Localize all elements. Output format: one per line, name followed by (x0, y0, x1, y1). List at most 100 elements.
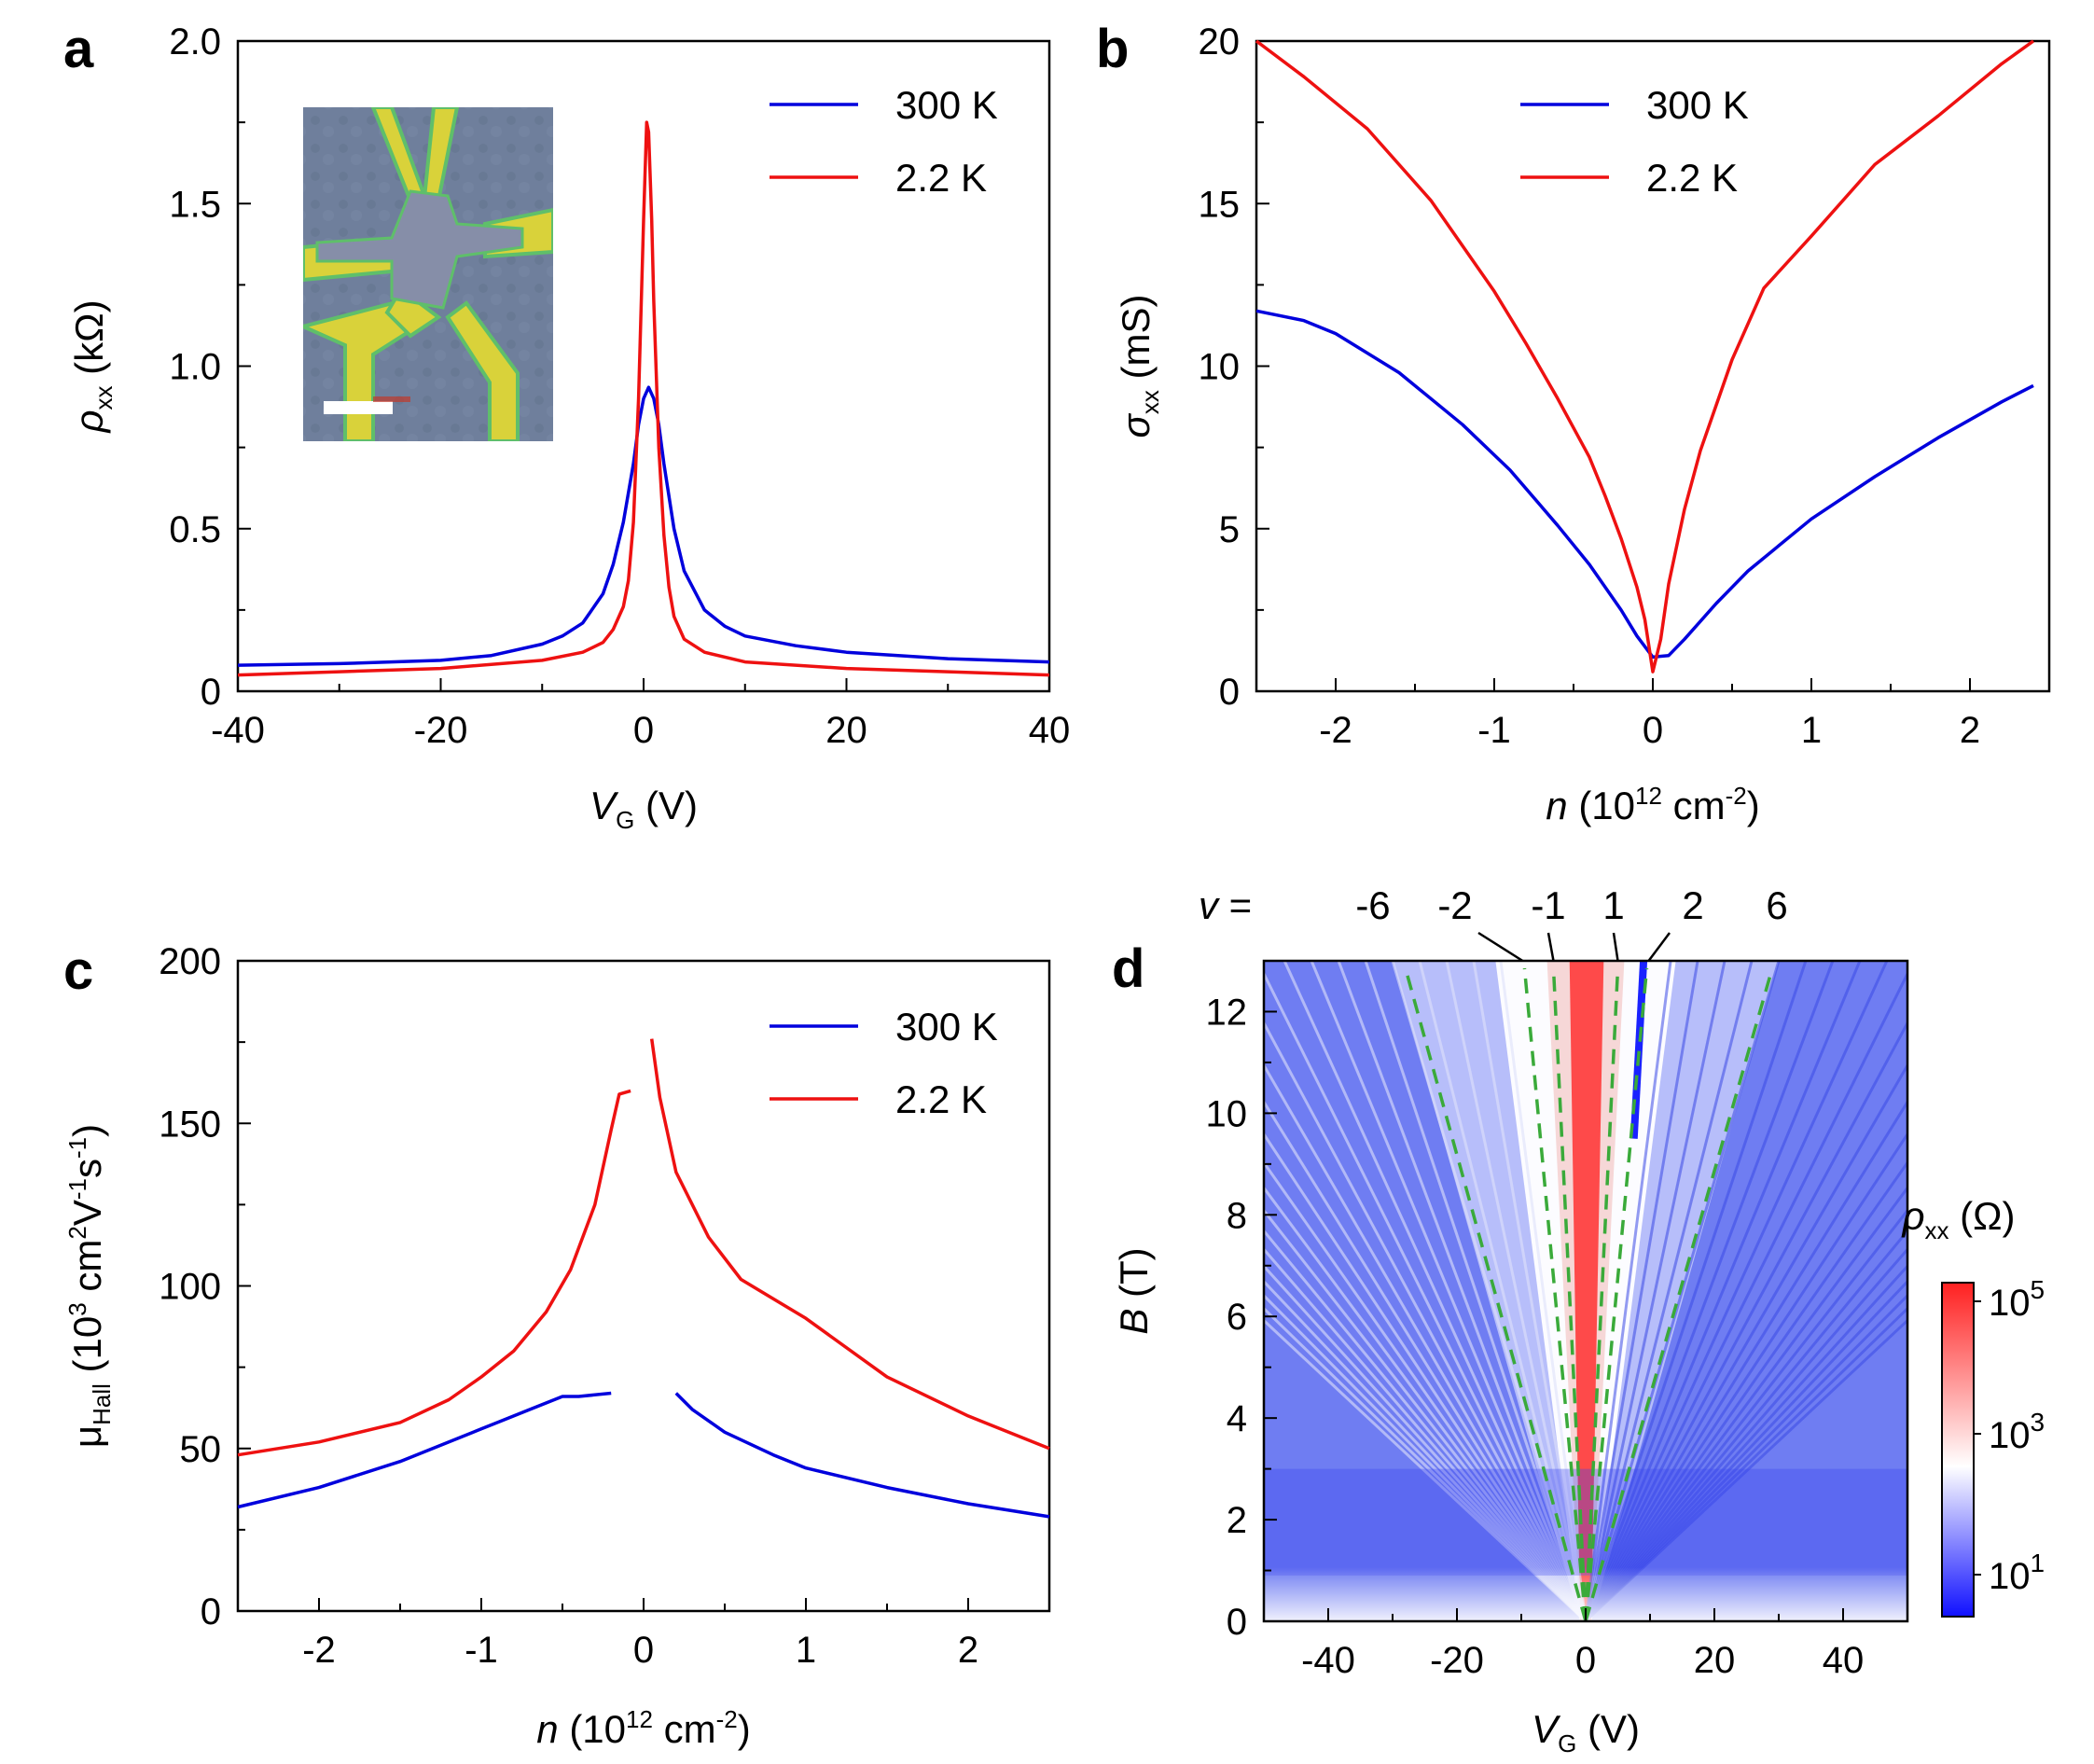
landau-level-line (1584, 1099, 1907, 1621)
series-line-2.2k (1255, 39, 2035, 674)
landau-level-line (1584, 961, 1699, 1621)
colorbar-tick-label: 105 (1989, 1275, 2045, 1324)
heatmap-wedge-red (1569, 961, 1604, 1621)
landau-level-line (1472, 961, 1588, 1621)
x-tick-label: -2 (1319, 710, 1352, 751)
x-tick-label: -40 (1301, 1640, 1355, 1681)
y-axis-label: B (T) (1112, 1247, 1156, 1334)
series-line-300k (237, 1391, 612, 1509)
landau-level-line (1584, 961, 1862, 1621)
y-tick-label: 0 (1227, 1602, 1247, 1643)
y-tick-label: 0 (201, 1591, 221, 1632)
landau-level-line (1584, 1229, 1907, 1621)
nu-prefix-label: v = (1199, 883, 1252, 927)
series-line-300k (674, 1392, 1050, 1519)
landau-level-line (1264, 970, 1588, 1621)
panel-letter-d: d (1112, 938, 1144, 999)
filling-factor-leader (1546, 932, 1555, 962)
y-tick-label: 2 (1227, 1500, 1247, 1541)
filling-factor-label: -6 (1355, 883, 1390, 927)
landau-level-line (1264, 1293, 1588, 1621)
series-line-300k (1255, 309, 2034, 660)
filling-factor-label: 2 (1682, 883, 1703, 927)
x-tick-label: 1 (1801, 710, 1822, 751)
x-tick-label: 0 (633, 710, 654, 751)
landau-level-line (1264, 1020, 1588, 1621)
y-tick-label: 10 (1199, 347, 1241, 388)
y-tick-label: 15 (1199, 184, 1241, 225)
filling-factor-line (1584, 967, 1620, 1622)
y-axis-label: ρxx (kΩ) (67, 299, 118, 434)
landau-level-line (1445, 961, 1588, 1621)
x-tick-label: 0 (1643, 710, 1663, 751)
x-tick-label: 2 (958, 1630, 978, 1671)
legend-label: 2.2 K (1646, 156, 1738, 200)
landau-level-line (1584, 1264, 1907, 1621)
landau-level-line (1584, 961, 1835, 1621)
legend-label: 2.2 K (895, 1077, 987, 1121)
legend-label: 2.2 K (895, 156, 987, 200)
landau-level-line (1264, 1229, 1588, 1621)
filling-factor-leader (1647, 932, 1671, 962)
landau-level-line (1283, 961, 1588, 1621)
landau-level-line (1264, 1279, 1588, 1621)
landau-level-line (1418, 961, 1588, 1621)
filling-factor-label: -2 (1437, 883, 1472, 927)
landau-level-line (1264, 1306, 1588, 1621)
x-tick-label: -1 (1477, 710, 1511, 751)
landau-level-line (1264, 1264, 1588, 1621)
colorbar-label: ρxx (Ω) (1900, 1194, 2015, 1244)
landau-level-line (1264, 1160, 1588, 1621)
landau-level-line (1584, 961, 1754, 1621)
landau-level-line (1364, 961, 1588, 1621)
y-axis-label: μHall (103 cm2V-1s-1) (63, 1124, 116, 1448)
landau-level-line (1584, 1160, 1907, 1621)
colorbar: ρxx (Ω) 105 103 101 (1900, 1194, 2045, 1618)
filling-factor-line (1584, 967, 1774, 1622)
landau-level-line (1499, 961, 1588, 1621)
x-axis-label: VG (V) (1532, 1707, 1640, 1757)
filling-factor-line (1551, 967, 1588, 1622)
landau-level-line (1264, 1185, 1588, 1621)
x-axis-label: VG (V) (589, 784, 698, 834)
x-tick-label: 0 (633, 1630, 654, 1671)
landau-level-line (1391, 961, 1588, 1621)
series-line-2.2k (237, 1089, 631, 1457)
x-tick-label: 0 (1575, 1640, 1596, 1681)
landau-level-line (1584, 1247, 1907, 1621)
heatmap-lowfield-band (1264, 1468, 1907, 1576)
landau-level-line (1584, 961, 1727, 1621)
landau-level-line (1584, 1063, 1907, 1621)
y-tick-label: 0.5 (169, 509, 221, 550)
y-tick-label: 0 (201, 672, 221, 713)
y-tick-label: 5 (1219, 509, 1240, 550)
panel-letter-b: b (1096, 19, 1129, 79)
landau-level-line (1264, 1318, 1588, 1621)
filling-factor-line (1584, 967, 1649, 1622)
filling-factor-label: -1 (1531, 883, 1565, 927)
landau-level-line (1584, 970, 1907, 1621)
x-tick-label: -1 (465, 1630, 498, 1671)
series-line-300k (237, 385, 1050, 667)
series-line-2.2k (649, 1038, 1050, 1451)
filling-factor-leader (1612, 932, 1619, 962)
landau-level-line (1264, 1247, 1588, 1621)
heatmap-image (1264, 961, 1907, 1621)
colorbar-gradient (1941, 1282, 1975, 1618)
x-tick-label: 40 (1823, 1640, 1865, 1681)
x-tick-label: 2 (1960, 710, 1980, 751)
y-axis-label: σxx (mS) (1114, 295, 1164, 438)
y-tick-label: 0 (1219, 672, 1240, 713)
landau-level-line (1264, 1132, 1588, 1621)
y-tick-label: 10 (1206, 1093, 1248, 1134)
x-tick-label: 20 (825, 710, 867, 751)
y-tick-label: 100 (159, 1267, 221, 1308)
y-tick-label: 2.0 (169, 21, 221, 63)
landau-level-line (1584, 1318, 1907, 1621)
landau-level-line (1584, 961, 1781, 1621)
landau-level-line (1584, 1279, 1907, 1621)
landau-level-line (1584, 961, 1672, 1621)
